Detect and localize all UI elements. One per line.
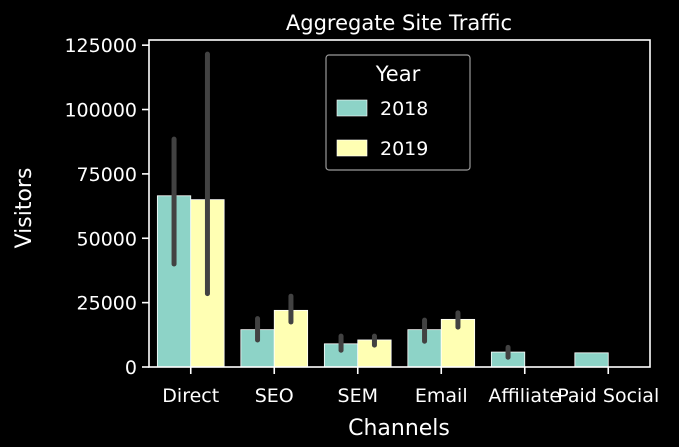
y-ticks: 0 25000 50000 75000 100000 125000 (64, 35, 149, 379)
legend-swatch-2019 (336, 139, 368, 157)
x-tick-label-seo: SEO (255, 385, 294, 407)
legend-label-2019: 2019 (380, 138, 428, 160)
axes (148, 39, 651, 368)
y-tick-label: 100000 (64, 100, 137, 122)
legend: Year 2018 2019 (325, 54, 471, 171)
y-tick-label: 75000 (77, 164, 137, 186)
y-axis-title: Visitors (12, 168, 37, 249)
legend-swatch-2018 (336, 99, 368, 117)
y-tick-label: 125000 (64, 35, 137, 57)
y-tick-label: 0 (125, 357, 137, 379)
x-tick-label-direct: Direct (162, 385, 219, 407)
y-tick-label: 50000 (77, 228, 137, 250)
errorbars-layer (171, 51, 511, 360)
x-tick-label-affiliate: Affiliate (488, 385, 561, 407)
legend-title: Year (375, 62, 421, 86)
legend-label-2018: 2018 (380, 98, 428, 120)
x-tick-label-sem: SEM (338, 385, 378, 407)
bar-2018-paid-social (574, 352, 609, 368)
y-tick-label: 25000 (77, 293, 137, 315)
x-tick-label-paid-social: Paid Social (557, 385, 659, 407)
x-axis-title: Channels (348, 416, 450, 441)
bars-layer (156, 195, 609, 368)
chart-title: Aggregate Site Traffic (286, 11, 512, 35)
plot-frame (148, 39, 651, 368)
x-tick-label-email: Email (415, 385, 468, 407)
